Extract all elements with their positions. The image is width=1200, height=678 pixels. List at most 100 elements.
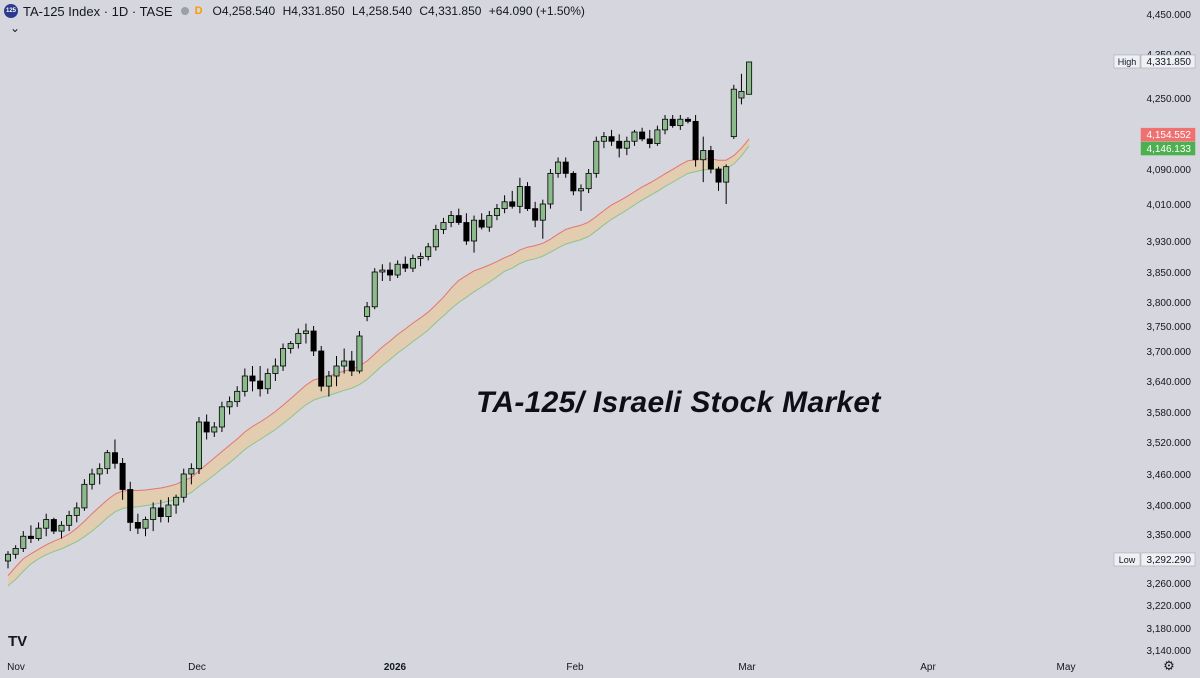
collapse-legend-chevron-icon[interactable]: ⌄ xyxy=(10,21,21,35)
y-tick-label: 3,640.000 xyxy=(1147,377,1192,388)
candle xyxy=(662,115,669,135)
candle xyxy=(96,463,103,485)
candle xyxy=(608,129,615,146)
candle xyxy=(173,494,180,514)
candle xyxy=(341,348,348,374)
candle xyxy=(364,302,371,322)
candle xyxy=(356,331,363,374)
x-tick-label: Feb xyxy=(566,662,584,673)
candle xyxy=(555,157,562,178)
price-marker: 4,146.133 xyxy=(1140,141,1196,156)
ohlc-values: O4,258.540 H4,331.850 L4,258.540 C4,331.… xyxy=(213,4,589,18)
candle xyxy=(425,242,432,261)
candle xyxy=(654,125,661,146)
candle xyxy=(264,368,271,394)
candle-body xyxy=(539,203,546,221)
price-marker: High 4,331.850 xyxy=(1113,54,1196,69)
candle xyxy=(547,169,554,209)
candle-body xyxy=(425,246,432,257)
candle-body xyxy=(516,186,523,207)
delayed-data-badge[interactable]: D xyxy=(194,5,203,17)
candle-body xyxy=(707,150,714,170)
candle-body xyxy=(463,222,470,242)
candle xyxy=(318,346,325,392)
candle xyxy=(43,513,50,537)
candle-body xyxy=(173,496,180,506)
y-tick-label: 3,140.000 xyxy=(1147,646,1192,657)
candle xyxy=(669,115,676,128)
candle-body xyxy=(608,136,615,142)
candle-body xyxy=(555,161,562,174)
candle xyxy=(684,117,691,124)
symbol-logo-icon: 125 xyxy=(4,4,18,18)
candle-body xyxy=(104,452,111,470)
candle-body xyxy=(157,507,164,517)
y-tick-label: 3,750.000 xyxy=(1147,322,1192,333)
legend-header: 125 TA-125 Index · 1D · TASE D O4,258.54… xyxy=(4,2,589,20)
candle xyxy=(165,497,172,523)
candle xyxy=(578,184,585,211)
candle-body xyxy=(127,489,134,523)
candle-body xyxy=(723,166,730,183)
candle-body xyxy=(35,527,42,539)
x-tick-label: 2026 xyxy=(384,662,407,673)
candle-body xyxy=(547,172,554,205)
ma-ribbon xyxy=(8,138,750,586)
candle xyxy=(623,136,630,156)
open-value: O4,258.540 xyxy=(212,4,276,18)
candle-body xyxy=(662,118,669,131)
candle xyxy=(104,450,111,474)
settings-gear-icon[interactable]: ⚙ xyxy=(1163,658,1175,673)
candle xyxy=(402,256,409,272)
marker-value: 3,292.290 xyxy=(1147,555,1192,566)
y-tick-label: 3,800.000 xyxy=(1147,298,1192,309)
candle-body xyxy=(180,473,187,498)
x-tick-label: Nov xyxy=(7,662,25,673)
price-marker: Low 3,292.290 xyxy=(1113,552,1196,567)
candle-body xyxy=(58,524,65,532)
candle xyxy=(524,182,531,211)
candle-body xyxy=(325,375,332,387)
y-tick-label: 4,450.000 xyxy=(1147,10,1192,21)
tradingview-logo[interactable]: TV xyxy=(8,633,28,650)
candle-body xyxy=(646,138,653,144)
candle xyxy=(58,521,65,539)
candle xyxy=(66,510,73,532)
candle xyxy=(241,368,248,397)
candle-body xyxy=(150,507,157,520)
marker-value-box xyxy=(1140,127,1196,142)
candle-body xyxy=(700,150,707,161)
candle xyxy=(295,328,302,349)
low-value: L4,258.540 xyxy=(351,4,413,18)
candle xyxy=(639,127,646,142)
y-tick-label: 3,580.000 xyxy=(1147,408,1192,419)
time-axis[interactable]: Nov Dec 2026 Feb Mar Apr May xyxy=(7,662,1075,673)
candle-body xyxy=(20,535,27,549)
candle-body xyxy=(669,118,676,127)
candle xyxy=(226,396,233,415)
candle-body xyxy=(524,186,531,210)
y-tick-label: 3,850.000 xyxy=(1147,268,1192,279)
candle xyxy=(677,115,684,130)
candle-body xyxy=(96,468,103,475)
candle xyxy=(394,260,401,278)
candle xyxy=(409,254,416,272)
ma-ribbon-fill xyxy=(8,138,750,586)
symbol-title[interactable]: TA-125 Index · 1D · TASE xyxy=(23,3,173,19)
x-tick-label: Mar xyxy=(738,662,756,673)
candle xyxy=(218,401,225,432)
candle-body xyxy=(264,373,271,390)
candle-body xyxy=(616,140,623,149)
candle-body xyxy=(142,519,149,529)
candle xyxy=(516,177,523,214)
candle xyxy=(478,213,485,230)
candle xyxy=(35,522,42,541)
candle xyxy=(448,210,455,228)
candle-body xyxy=(89,473,96,485)
candle-body xyxy=(134,522,141,529)
candle-body xyxy=(409,258,416,269)
candle-body xyxy=(593,140,600,174)
market-status-icon[interactable] xyxy=(180,7,189,15)
y-tick-label: 4,010.000 xyxy=(1147,200,1192,211)
